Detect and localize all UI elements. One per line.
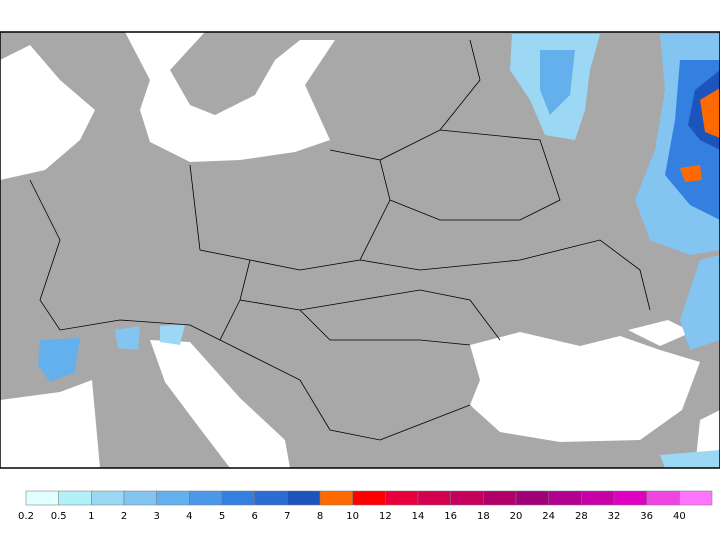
colorbar-label: 40: [673, 511, 686, 522]
color-swatch: [548, 490, 582, 506]
precip-area: [160, 324, 185, 345]
map: [0, 31, 720, 469]
precip-area: [700, 88, 720, 138]
precip-area: [680, 165, 702, 182]
precip-area: [540, 50, 575, 115]
color-swatch: [417, 490, 451, 506]
colorbar-label: 8: [317, 511, 323, 522]
precip-area: [115, 326, 140, 350]
black-sea: [470, 332, 700, 442]
colorbar-label: 16: [444, 511, 457, 522]
color-swatch: [646, 490, 680, 506]
colorbar-label: 0.2: [18, 511, 34, 522]
precip-area: [680, 255, 720, 350]
color-swatch: [221, 490, 255, 506]
color-swatch: [91, 490, 125, 506]
sea-of-azov: [628, 320, 692, 346]
color-swatch: [287, 490, 321, 506]
colorbar-label: 4: [186, 511, 192, 522]
color-swatch: [581, 490, 615, 506]
colorbar: 0.2 0.5 1 2 3 4 5 6 7 8 10 12 14 16 18 20 24 28 32 36 40: [18, 490, 713, 522]
color-swatch: [254, 490, 288, 506]
color-swatch: [613, 490, 647, 506]
colorbar-label: 24: [542, 511, 555, 522]
colorbar-label: 5: [219, 511, 225, 522]
color-swatch: [123, 490, 157, 506]
colorbar-label: 32: [608, 511, 621, 522]
colorbar-label: 2: [121, 511, 127, 522]
color-swatch: [679, 490, 713, 506]
color-swatch: [58, 490, 92, 506]
colorbar-label: 7: [284, 511, 290, 522]
colorbar-label: 14: [412, 511, 425, 522]
colorbar-label: 10: [346, 511, 359, 522]
colorbar-label: 1: [88, 511, 94, 522]
borders: [29, 39, 651, 441]
north-sea: [0, 45, 95, 180]
colorbar-label: 28: [575, 511, 588, 522]
color-swatch: [25, 490, 59, 506]
color-swatch: [189, 490, 223, 506]
precip-area: [660, 450, 720, 468]
map-frame: [0, 31, 720, 469]
color-swatch: [156, 490, 190, 506]
colorbar-label: 36: [640, 511, 653, 522]
color-swatch: [319, 490, 353, 506]
precipitation: [38, 34, 720, 468]
color-swatch: [483, 490, 517, 506]
adriatic-sea: [150, 340, 290, 468]
colorbar-label: 0.5: [51, 511, 67, 522]
color-swatch: [352, 490, 386, 506]
color-swatch: [515, 490, 549, 506]
baltic-sea: [125, 32, 335, 162]
mediterranean-sea: [0, 380, 100, 468]
precip-area: [38, 338, 80, 382]
colorbar-label: 12: [379, 511, 392, 522]
colorbar-label: 3: [153, 511, 159, 522]
colorbar-label: 18: [477, 511, 490, 522]
color-swatch: [450, 490, 484, 506]
colorbar-label: 6: [251, 511, 257, 522]
color-swatch: [385, 490, 419, 506]
colorbar-label: 20: [510, 511, 523, 522]
